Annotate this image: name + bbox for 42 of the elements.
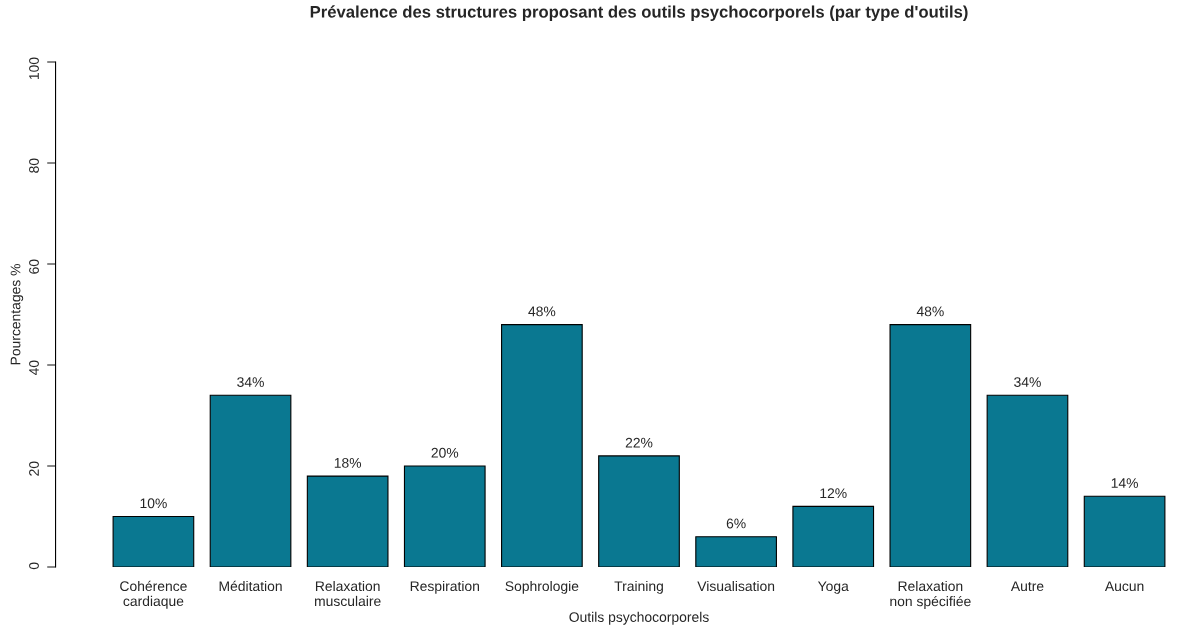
x-tick-label: Relaxation musculaire <box>315 580 381 607</box>
data-label: 48% <box>528 306 556 317</box>
x-tick-label: Sophrologie <box>505 580 579 594</box>
data-label: 6% <box>726 518 746 529</box>
x-tick-label: Autre <box>1010 581 1044 592</box>
data-label: 34% <box>237 377 264 387</box>
bar <box>209 394 292 567</box>
y-tick-label: 80 <box>29 158 39 173</box>
y-tick-label: 60 <box>29 259 39 274</box>
x-tick-label: Relaxation non spécifiée <box>890 580 971 609</box>
data-label: 10% <box>140 498 167 509</box>
bar <box>889 324 972 567</box>
x-tick-label: Training <box>614 580 663 594</box>
bar <box>986 394 1069 567</box>
x-tick-label: Visualisation <box>697 580 775 592</box>
y-axis-title: Pourcentages % <box>10 264 24 365</box>
bar <box>501 324 583 567</box>
y-tick-label: 20 <box>29 461 39 476</box>
chart-title: Prévalence des structures proposant des outils psychocorporels (par type d'outils) <box>310 5 968 22</box>
x-tick-label: Cohérence cardiaque <box>120 580 187 609</box>
bar <box>695 536 777 567</box>
bar <box>112 515 195 567</box>
bar <box>306 475 389 567</box>
x-tick-label: Respiration <box>410 580 479 594</box>
bar <box>598 455 680 567</box>
data-label: 12% <box>820 488 847 499</box>
x-tick-label: Aucun <box>1104 581 1144 592</box>
data-label: 14% <box>1111 478 1138 488</box>
x-tick-label: Yoga <box>817 581 849 594</box>
data-label: 48% <box>916 306 944 317</box>
x-axis-title: Outils psychocorporels <box>569 611 709 625</box>
data-label: 34% <box>1014 377 1041 387</box>
x-tick-label: Méditation <box>219 580 282 592</box>
bar <box>1083 495 1166 567</box>
data-label: 20% <box>431 447 459 458</box>
bar <box>403 465 486 567</box>
bar <box>792 505 875 567</box>
y-tick-label: 100 <box>29 57 39 80</box>
data-label: 22% <box>625 437 653 448</box>
y-tick-label: 0 <box>29 562 39 570</box>
y-tick-label: 40 <box>29 360 39 376</box>
data-label: 18% <box>334 457 362 468</box>
